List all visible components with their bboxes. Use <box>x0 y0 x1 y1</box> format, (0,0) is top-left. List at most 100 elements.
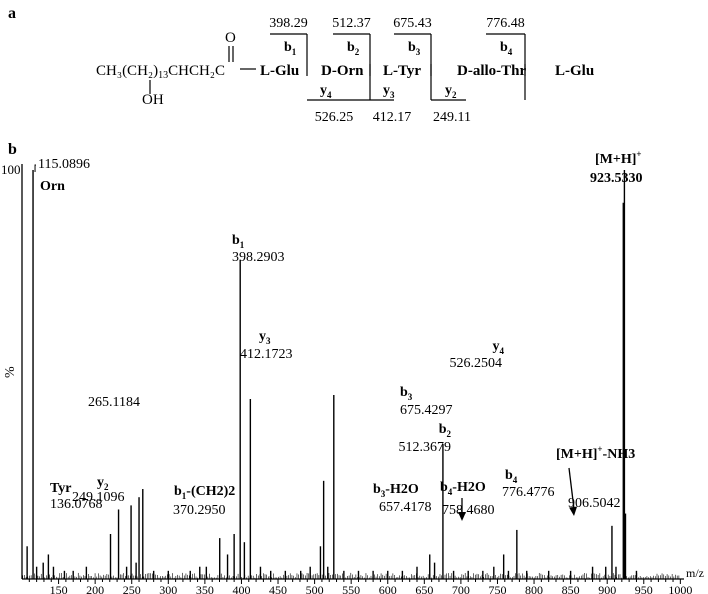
chain-right: CHCH₂C <box>168 63 225 79</box>
peak-value: 398.2903 <box>232 250 285 265</box>
panel-a-label: a <box>8 5 16 22</box>
x-tick-label: 600 <box>379 583 397 594</box>
y-ion-label: y4 <box>320 83 332 100</box>
oxygen-label: O <box>225 30 236 46</box>
peak-ion-label: b1 <box>232 233 245 250</box>
b-mass-label: 776.48 <box>486 16 525 31</box>
svg-text:CH₃(CH₂)13CHCH₂C: CH₃(CH₂)13CHCH₂C <box>96 63 225 81</box>
peak-ion-label: b4 <box>505 468 518 485</box>
peak-value: 526.2504 <box>450 356 503 371</box>
y-mass-label: 526.25 <box>315 110 354 125</box>
b-mass-label: 398.29 <box>269 16 308 31</box>
b-ion-label: b2 <box>347 40 360 57</box>
peak-ion-label: b1-(CH2)2 <box>174 484 235 501</box>
peak-annotation: 906.5042 [M+H]+-NH3 <box>556 444 635 516</box>
fragment-markers: 398.29 b1 512.37 b2 675.43 b3 776.48 b4 y4 526.25… <box>269 16 526 125</box>
x-tick-label: 1000 <box>668 583 692 594</box>
x-tick-label: 800 <box>525 583 543 594</box>
peak-ion-label: [M+H]+-NH3 <box>556 444 635 462</box>
peak-value: 370.2950 <box>173 503 226 518</box>
x-tick-label: 400 <box>232 583 250 594</box>
y-mass-label: 412.17 <box>373 110 412 125</box>
peak-value: 412.1723 <box>240 347 293 362</box>
leader-line <box>34 164 36 172</box>
b-mass-label: 675.43 <box>393 16 432 31</box>
peak-annotation: 758.4680 b4-H2O <box>440 480 495 521</box>
x-tick-label: 750 <box>488 583 506 594</box>
residue-5: L-Glu <box>555 63 594 79</box>
residue-4: D-allo-Thr <box>457 63 527 79</box>
x-tick-label: 350 <box>196 583 214 594</box>
y-axis-label: % <box>3 366 18 378</box>
pointer-arrow <box>568 467 575 510</box>
peak-ion-label: b3 <box>400 385 413 402</box>
peak-value: 657.4178 <box>379 500 432 515</box>
x-tick-label: 850 <box>562 583 580 594</box>
residue-3: L-Tyr <box>383 63 421 79</box>
b-ion-label: b3 <box>408 40 421 57</box>
peak-series <box>22 170 680 579</box>
b-mass-label: 512.37 <box>332 16 371 31</box>
x-axis-label: m/z <box>686 566 704 580</box>
b-ion-label: b4 <box>500 40 513 57</box>
peak-annotation: 923.5330 [M+H]+ <box>590 149 643 186</box>
peak-value: 115.0896 <box>38 157 90 172</box>
x-tick-label: 700 <box>452 583 470 594</box>
hydroxyl-label: OH <box>142 92 164 108</box>
y-mass-label: 249.11 <box>433 110 471 125</box>
x-tick-label: 500 <box>306 583 324 594</box>
chart-axes: 100% 150 200 250 300 350 400 450 500 550 600 650 700… <box>1 162 704 594</box>
arrow-head <box>569 506 578 516</box>
peak-value: 906.5042 <box>568 496 621 511</box>
residue-chain: L-Glu D-Orn L-Tyr D-allo-Thr L-Glu <box>260 63 594 79</box>
x-tick-label: 950 <box>635 583 653 594</box>
x-tick-label: 300 <box>159 583 177 594</box>
peak-ion-label: y2 <box>97 475 109 492</box>
peak-ion-label: Tyr <box>50 481 72 496</box>
arrow-head <box>458 512 466 521</box>
x-tick-label: 150 <box>50 583 68 594</box>
x-tick-label: 650 <box>415 583 433 594</box>
peak-ion-label: b2 <box>439 422 452 439</box>
peak-ion-label: [M+H]+ <box>595 149 642 167</box>
peak-ion-label: Orn <box>40 179 65 194</box>
peak-ion-label: y4 <box>493 339 505 356</box>
peak-value: 136.0768 <box>50 497 103 512</box>
peak-annotation: 265.1184 <box>88 395 140 410</box>
chain-left: CH₃(CH₂) <box>96 63 158 79</box>
y-ion-label: y2 <box>445 83 457 100</box>
peak-value: 265.1184 <box>88 395 140 410</box>
peak-value: 675.4297 <box>400 403 453 418</box>
b-ion-label: b1 <box>284 40 297 57</box>
peak-ion-label: b3-H2O <box>373 482 419 499</box>
x-tick-label: 450 <box>269 583 287 594</box>
peak-annotation: 370.2950 b1-(CH2)2 <box>173 484 235 518</box>
peak-value: 512.3679 <box>399 440 452 455</box>
x-tick-label: 900 <box>598 583 616 594</box>
peak-annotation: 115.0896 Orn <box>34 157 90 194</box>
y-ion-label: y3 <box>383 83 395 100</box>
structure-chain: CH₃(CH₂)13CHCH₂C O OH <box>96 30 256 108</box>
peak-value: 776.4776 <box>502 485 555 500</box>
panel-b-label: b <box>8 141 17 158</box>
peak-value: 923.5330 <box>590 171 643 186</box>
x-tick-label: 250 <box>123 583 141 594</box>
residue-2: D-Orn <box>321 63 364 79</box>
peak-ion-label: y3 <box>259 329 271 346</box>
peak-ion-label: b4-H2O <box>440 480 486 497</box>
y-tick-label: 100 <box>1 162 21 177</box>
x-tick-label: 550 <box>342 583 360 594</box>
chain-subscript: 13 <box>158 70 168 81</box>
x-tick-label: 200 <box>86 583 104 594</box>
